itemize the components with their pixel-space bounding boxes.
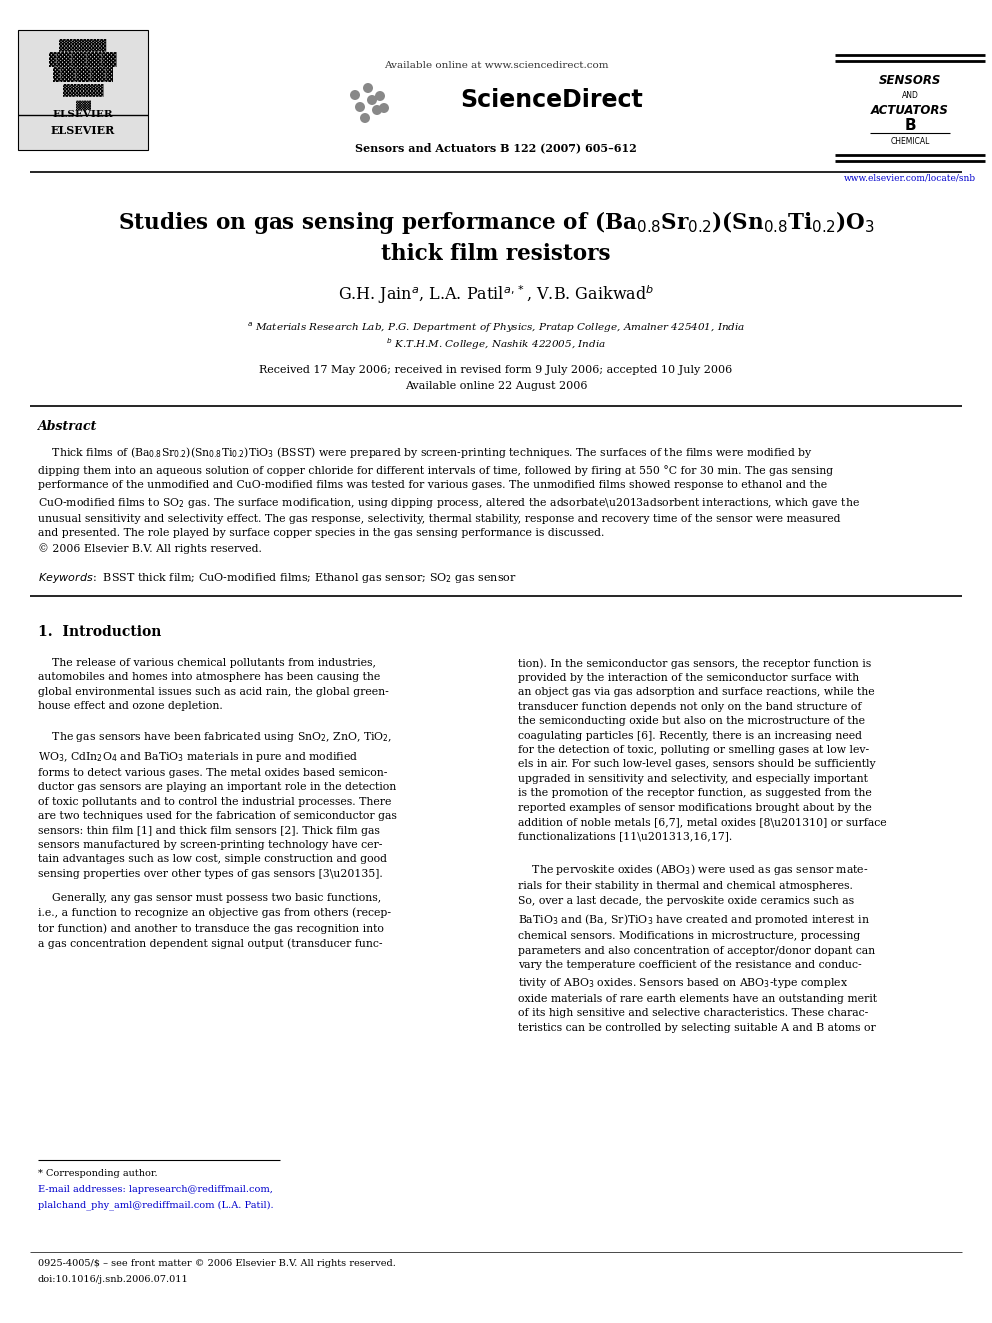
Circle shape bbox=[375, 91, 385, 101]
Text: ▓▓▓: ▓▓▓ bbox=[75, 101, 90, 110]
Text: The gas sensors have been fabricated using SnO$_2$, ZnO, TiO$_2$,
WO$_3$, CdIn$_: The gas sensors have been fabricated usi… bbox=[38, 730, 397, 878]
Text: Generally, any gas sensor must possess two basic functions,
i.e., a function to : Generally, any gas sensor must possess t… bbox=[38, 893, 391, 949]
Circle shape bbox=[363, 83, 373, 93]
Text: ▓▓▓▓▓▓▓: ▓▓▓▓▓▓▓ bbox=[60, 38, 106, 52]
Text: CHEMICAL: CHEMICAL bbox=[890, 138, 930, 147]
Text: ▓▓▓▓▓▓▓▓: ▓▓▓▓▓▓▓▓ bbox=[53, 67, 113, 82]
Text: www.elsevier.com/locate/snb: www.elsevier.com/locate/snb bbox=[844, 173, 976, 183]
Text: Sensors and Actuators B 122 (2007) 605–612: Sensors and Actuators B 122 (2007) 605–6… bbox=[355, 143, 637, 153]
Text: AND: AND bbox=[902, 91, 919, 101]
Circle shape bbox=[360, 112, 370, 123]
Text: Abstract: Abstract bbox=[38, 419, 97, 433]
Text: ▓▓▓▓▓▓▓▓▓: ▓▓▓▓▓▓▓▓▓ bbox=[50, 53, 117, 67]
Text: SENSORS: SENSORS bbox=[879, 74, 941, 86]
Circle shape bbox=[350, 90, 360, 101]
Text: The pervoskite oxides (ABO$_3$) were used as gas sensor mate-
rials for their st: The pervoskite oxides (ABO$_3$) were use… bbox=[518, 863, 877, 1033]
Text: $\it{Keywords}$:  BSST thick film; CuO-modified films; Ethanol gas sensor; SO$_2: $\it{Keywords}$: BSST thick film; CuO-mo… bbox=[38, 572, 517, 585]
Text: $^a$ Materials Research Lab, P.G. Department of Physics, Pratap College, Amalner: $^a$ Materials Research Lab, P.G. Depart… bbox=[247, 320, 745, 335]
Text: ELSEVIER: ELSEVIER bbox=[53, 110, 113, 119]
Text: Studies on gas sensing performance of (Ba$_{0.8}$Sr$_{0.2}$)(Sn$_{0.8}$Ti$_{0.2}: Studies on gas sensing performance of (B… bbox=[118, 209, 874, 235]
Text: $^b$ K.T.H.M. College, Nashik 422005, India: $^b$ K.T.H.M. College, Nashik 422005, In… bbox=[386, 336, 606, 352]
Circle shape bbox=[379, 103, 389, 112]
Text: Received 17 May 2006; received in revised form 9 July 2006; accepted 10 July 200: Received 17 May 2006; received in revise… bbox=[259, 365, 733, 374]
Circle shape bbox=[367, 95, 377, 105]
Text: G.H. Jain$^a$, L.A. Patil$^{a,*}$, V.B. Gaikwad$^b$: G.H. Jain$^a$, L.A. Patil$^{a,*}$, V.B. … bbox=[338, 283, 654, 307]
Text: Thick films of (Ba$_{0.8}$Sr$_{0.2}$)(Sn$_{0.8}$Ti$_{0.2}$)TiO$_3$ (BSST) were p: Thick films of (Ba$_{0.8}$Sr$_{0.2}$)(Sn… bbox=[38, 445, 860, 554]
Text: ▓▓▓▓▓▓: ▓▓▓▓▓▓ bbox=[62, 83, 103, 97]
Text: Available online 22 August 2006: Available online 22 August 2006 bbox=[405, 381, 587, 392]
Text: 1.  Introduction: 1. Introduction bbox=[38, 624, 162, 639]
Text: tion). In the semiconductor gas sensors, the receptor function is
provided by th: tion). In the semiconductor gas sensors,… bbox=[518, 658, 887, 841]
Text: doi:10.1016/j.snb.2006.07.011: doi:10.1016/j.snb.2006.07.011 bbox=[38, 1275, 188, 1285]
Text: ACTUATORS: ACTUATORS bbox=[871, 103, 949, 116]
Text: The release of various chemical pollutants from industries,
automobiles and home: The release of various chemical pollutan… bbox=[38, 658, 389, 712]
Text: plalchand_phy_aml@rediffmail.com (L.A. Patil).: plalchand_phy_aml@rediffmail.com (L.A. P… bbox=[38, 1200, 274, 1211]
Circle shape bbox=[355, 102, 365, 112]
Text: 0925-4005/$ – see front matter © 2006 Elsevier B.V. All rights reserved.: 0925-4005/$ – see front matter © 2006 El… bbox=[38, 1259, 396, 1269]
Text: B: B bbox=[904, 119, 916, 134]
Circle shape bbox=[372, 105, 382, 115]
Text: ELSEVIER: ELSEVIER bbox=[51, 124, 115, 135]
Text: thick film resistors: thick film resistors bbox=[381, 243, 611, 265]
Text: * Corresponding author.: * Corresponding author. bbox=[38, 1170, 158, 1179]
Text: Available online at www.sciencedirect.com: Available online at www.sciencedirect.co… bbox=[384, 61, 608, 70]
Text: E-mail addresses: lapresearch@rediffmail.com,: E-mail addresses: lapresearch@rediffmail… bbox=[38, 1185, 273, 1195]
Text: ScienceDirect: ScienceDirect bbox=[460, 89, 643, 112]
Bar bbox=[18, 30, 148, 149]
